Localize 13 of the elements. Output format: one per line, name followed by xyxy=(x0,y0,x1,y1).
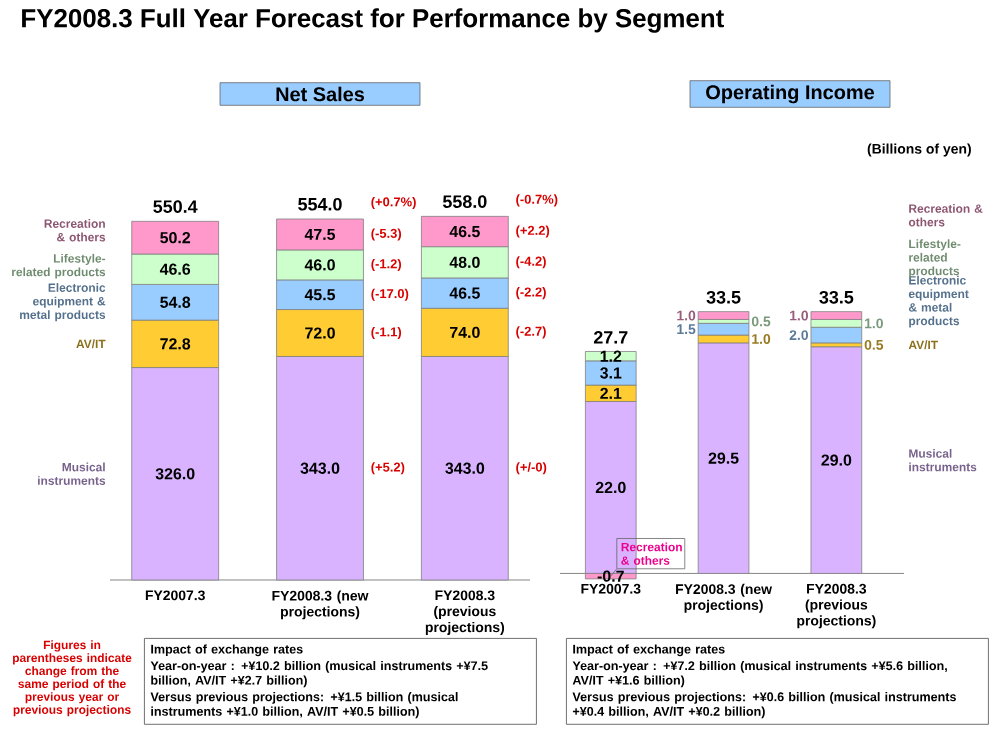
bar xyxy=(697,342,750,574)
total-label: 33.5 xyxy=(819,290,854,304)
bar xyxy=(697,322,750,336)
chart-title: Operating Income xyxy=(706,84,875,104)
total-label: 554.0 xyxy=(298,197,342,211)
total-label: 33.5 xyxy=(706,290,741,304)
total-label: 27.7 xyxy=(593,330,628,344)
bar xyxy=(810,311,863,320)
chart-title: FY2008.3 Full Year Forecast for Performance by Segment xyxy=(22,8,724,33)
total-label: 550.4 xyxy=(153,200,198,213)
chart-subtitle: Net Sales xyxy=(276,86,365,102)
bar xyxy=(697,311,750,320)
total-label: 558.0 xyxy=(442,195,487,208)
